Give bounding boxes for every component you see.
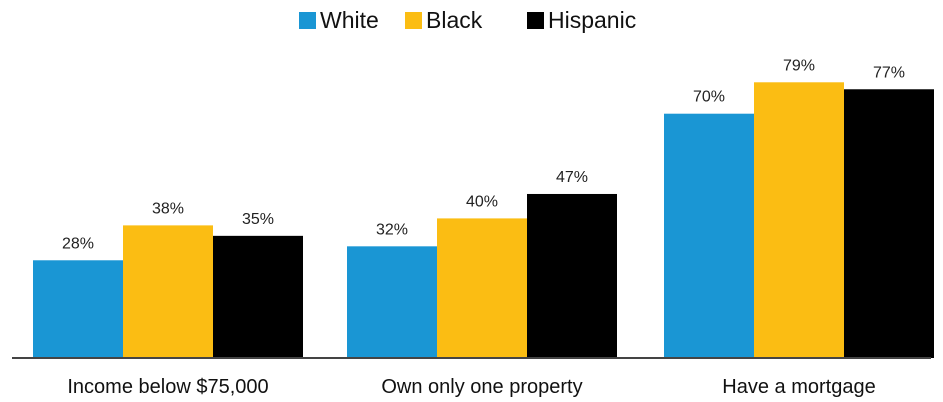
bar-white-own-only-one-property: [347, 246, 437, 358]
value-label-black-own-only-one-property: 40%: [466, 193, 498, 210]
bar-black-have-a-mortgage: [754, 82, 844, 358]
bar-hispanic-have-a-mortgage: [844, 89, 934, 359]
value-label-white-income-below-75-000: 28%: [62, 235, 94, 252]
category-labels: Income below $75,000 Own only one propert…: [67, 376, 875, 398]
category-label-own-only-one-property: Own only one property: [381, 376, 582, 398]
category-label-have-a-mortgage: Have a mortgage: [722, 376, 875, 398]
category-label-income-below-75-000: Income below $75,000: [67, 376, 268, 398]
legend: White Black Hispanic: [299, 7, 636, 33]
legend-swatch-hispanic: [527, 12, 544, 29]
bars: [33, 82, 934, 359]
value-label-hispanic-have-a-mortgage: 77%: [873, 64, 905, 81]
value-label-black-income-below-75-000: 38%: [152, 200, 184, 217]
legend-label-white: White: [320, 7, 379, 33]
value-label-white-have-a-mortgage: 70%: [693, 89, 725, 106]
bar-black-income-below-75-000: [123, 225, 213, 358]
bar-hispanic-own-only-one-property: [527, 193, 617, 358]
value-label-hispanic-income-below-75-000: 35%: [242, 211, 274, 228]
value-label-hispanic-own-only-one-property: 47%: [556, 169, 588, 186]
value-label-white-own-only-one-property: 32%: [376, 221, 408, 238]
legend-swatch-black: [405, 12, 422, 29]
value-label-black-have-a-mortgage: 79%: [783, 57, 815, 74]
legend-label-black: Black: [426, 7, 483, 33]
bar-hispanic-income-below-75-000: [213, 235, 303, 358]
bar-black-own-only-one-property: [437, 218, 527, 358]
legend-label-hispanic: Hispanic: [548, 7, 636, 33]
bar-white-income-below-75-000: [33, 260, 123, 358]
value-labels: 28% 38% 35% 32% 40% 47% 70% 79% 77%: [62, 57, 905, 252]
legend-swatch-white: [299, 12, 316, 29]
bar-white-have-a-mortgage: [664, 113, 754, 358]
